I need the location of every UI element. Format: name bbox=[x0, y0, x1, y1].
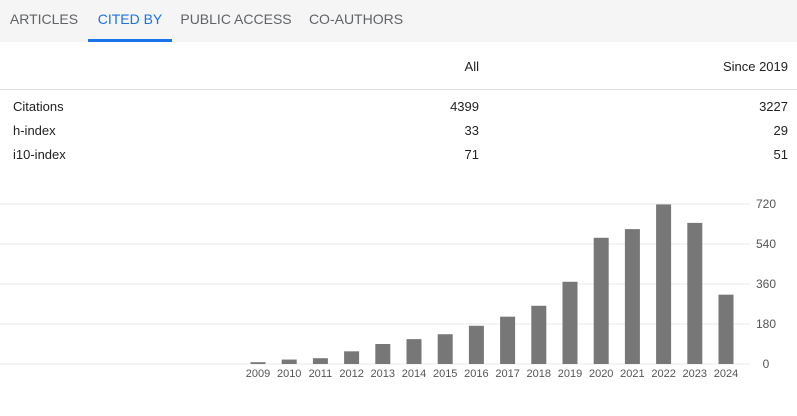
x-tick-label: 2023 bbox=[683, 368, 707, 380]
tab-co-authors[interactable]: CO-AUTHORS bbox=[308, 11, 404, 27]
y-tick-label: 720 bbox=[756, 197, 776, 211]
column-header-since[interactable]: Since 2019 bbox=[722, 59, 788, 74]
x-tick-label: 2022 bbox=[651, 368, 675, 380]
bar bbox=[656, 204, 672, 364]
x-tick-label: 2011 bbox=[309, 368, 333, 380]
bar bbox=[312, 358, 328, 364]
bar bbox=[624, 229, 640, 364]
y-tick-label: 360 bbox=[756, 277, 776, 291]
stats-row-h-index: h-index 33 29 bbox=[0, 123, 797, 147]
y-tick-label: 0 bbox=[763, 357, 770, 371]
x-tick-label: 2017 bbox=[495, 368, 519, 380]
bar bbox=[406, 339, 422, 364]
x-tick-label: 2020 bbox=[589, 368, 613, 380]
bar bbox=[250, 362, 266, 364]
x-tick-label: 2021 bbox=[620, 368, 644, 380]
active-tab-indicator bbox=[88, 39, 172, 42]
bar bbox=[437, 334, 453, 364]
column-header-all: All bbox=[464, 59, 479, 74]
bar bbox=[531, 305, 547, 364]
bar bbox=[468, 325, 484, 364]
bar bbox=[718, 294, 734, 364]
stat-label: h-index bbox=[13, 123, 56, 138]
tab-cited-by[interactable]: CITED BY bbox=[97, 11, 163, 27]
x-tick-label: 2018 bbox=[527, 368, 551, 380]
stat-value-all: 71 bbox=[464, 147, 479, 162]
x-tick-label: 2009 bbox=[246, 368, 270, 380]
y-tick-label: 180 bbox=[756, 317, 776, 331]
bar bbox=[687, 222, 703, 364]
x-tick-label: 2013 bbox=[371, 368, 395, 380]
x-tick-label: 2012 bbox=[339, 368, 363, 380]
stat-value-since: 3227 bbox=[759, 99, 788, 114]
stat-value-since: 51 bbox=[773, 147, 788, 162]
x-tick-label: 2024 bbox=[714, 368, 738, 380]
bar bbox=[281, 359, 297, 364]
x-tick-label: 2015 bbox=[433, 368, 457, 380]
bar bbox=[375, 344, 391, 364]
stats-table-header: All Since 2019 bbox=[0, 42, 797, 90]
stat-label: i10-index bbox=[13, 147, 66, 162]
stats-row-citations: Citations 4399 3227 bbox=[0, 99, 797, 123]
bar bbox=[593, 237, 609, 364]
y-tick-label: 540 bbox=[756, 237, 776, 251]
x-tick-label: 2016 bbox=[464, 368, 488, 380]
bar bbox=[500, 316, 516, 364]
stat-value-all: 4399 bbox=[450, 99, 479, 114]
tab-public-access[interactable]: PUBLIC ACCESS bbox=[180, 11, 292, 27]
stat-value-all: 33 bbox=[464, 123, 479, 138]
stat-label: Citations bbox=[13, 99, 64, 114]
bar bbox=[344, 351, 360, 364]
tab-articles[interactable]: ARTICLES bbox=[9, 11, 79, 27]
x-tick-label: 2014 bbox=[402, 368, 426, 380]
x-tick-label: 2010 bbox=[277, 368, 301, 380]
tab-bar: ARTICLES CITED BY PUBLIC ACCESS CO-AUTHO… bbox=[0, 0, 797, 42]
citations-bar-chart: 0 180 360 540 720 2009 2010 2011 2012 2013 2014 201… bbox=[0, 197, 776, 380]
bar bbox=[562, 281, 578, 364]
x-tick-label: 2019 bbox=[558, 368, 582, 380]
stats-row-i10-index: i10-index 71 51 bbox=[0, 147, 797, 171]
stat-value-since: 29 bbox=[773, 123, 788, 138]
